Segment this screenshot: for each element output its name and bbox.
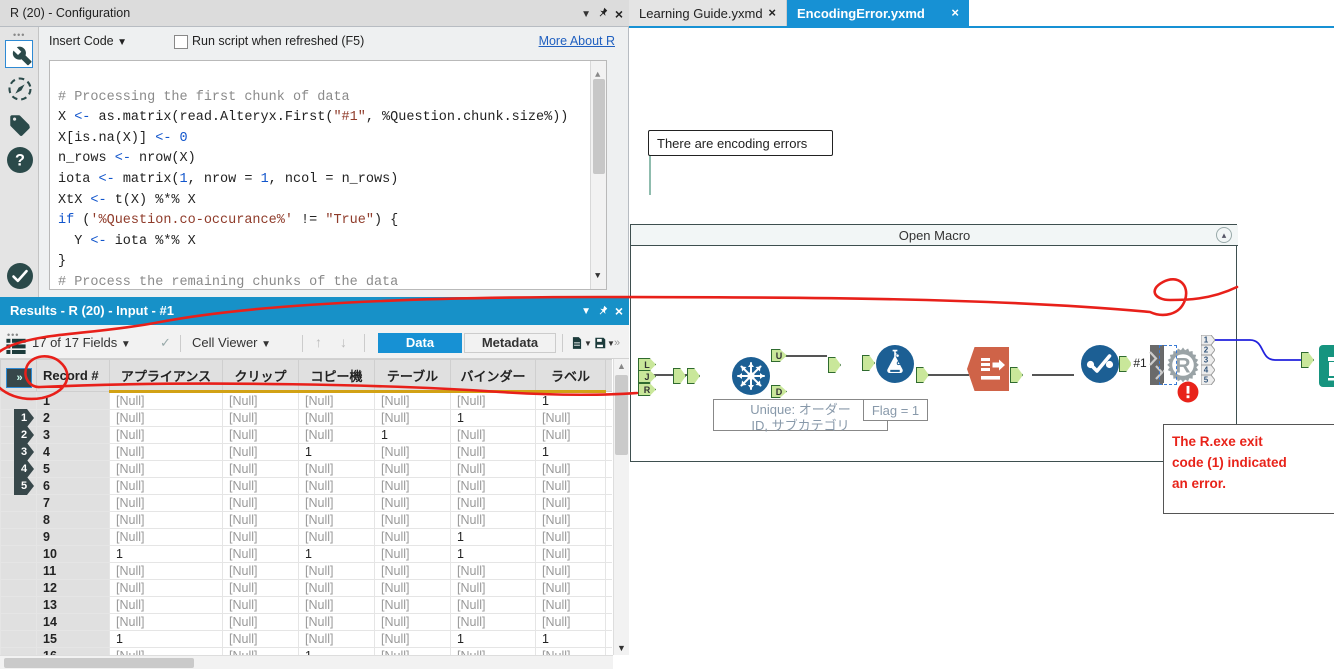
svg-text:1: 1 — [1204, 336, 1209, 345]
svg-text:4: 4 — [1204, 366, 1209, 375]
svg-text:2: 2 — [1204, 346, 1209, 355]
svg-text:R: R — [1175, 355, 1190, 378]
svg-text:5: 5 — [1204, 376, 1209, 385]
svg-text:?: ? — [15, 151, 25, 169]
svg-text:3: 3 — [1204, 356, 1209, 365]
